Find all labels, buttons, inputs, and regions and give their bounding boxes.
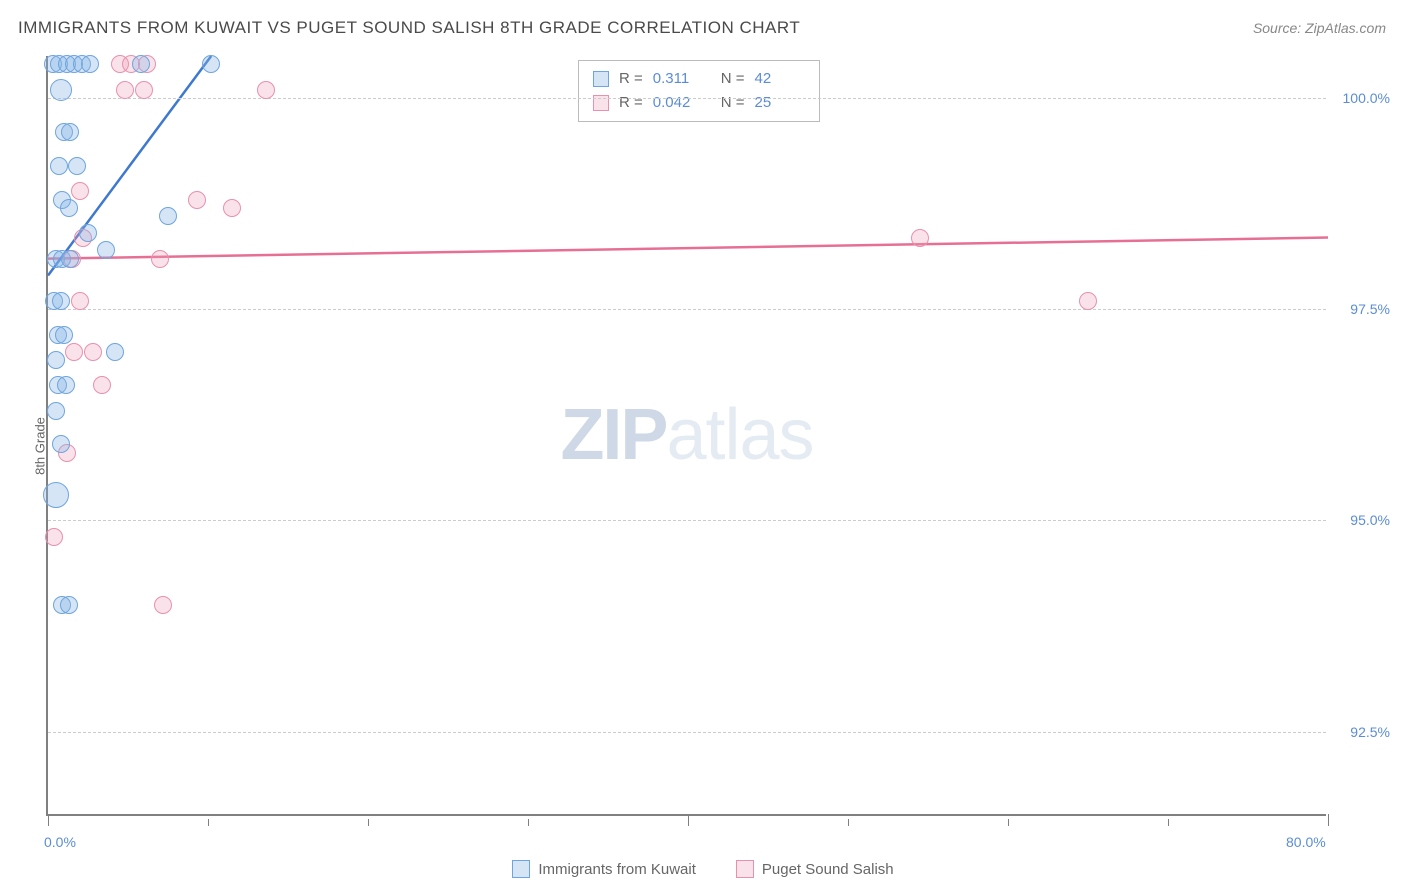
data-point	[188, 191, 206, 209]
data-point	[223, 199, 241, 217]
legend-series: Immigrants from Kuwait Puget Sound Salish	[0, 860, 1406, 878]
gridline	[48, 520, 1326, 521]
r-value: 0.311	[653, 67, 703, 91]
y-tick-label: 97.5%	[1350, 301, 1390, 317]
r-label: R =	[619, 67, 643, 91]
data-point	[50, 157, 68, 175]
data-point	[71, 182, 89, 200]
data-point	[52, 292, 70, 310]
x-tick	[528, 819, 529, 826]
data-point	[97, 241, 115, 259]
x-tick	[1328, 814, 1329, 826]
data-point	[47, 351, 65, 369]
x-tick	[1168, 819, 1169, 826]
data-point	[50, 79, 72, 101]
data-point	[84, 343, 102, 361]
n-label: N =	[721, 91, 745, 115]
x-tick	[48, 814, 49, 826]
data-point	[135, 81, 153, 99]
data-point	[93, 376, 111, 394]
data-point	[132, 55, 150, 73]
x-tick	[1008, 819, 1009, 826]
legend-swatch	[736, 860, 754, 878]
legend-label: Puget Sound Salish	[762, 861, 894, 878]
data-point	[43, 482, 69, 508]
r-value: 0.042	[653, 91, 703, 115]
data-point	[60, 199, 78, 217]
r-label: R =	[619, 91, 643, 115]
data-point	[154, 596, 172, 614]
chart-title: IMMIGRANTS FROM KUWAIT VS PUGET SOUND SA…	[18, 18, 800, 38]
n-value: 25	[755, 91, 805, 115]
data-point	[159, 207, 177, 225]
data-point	[57, 376, 75, 394]
source-label: Source: ZipAtlas.com	[1253, 20, 1386, 36]
gridline	[48, 98, 1326, 99]
data-point	[47, 402, 65, 420]
x-tick-label: 80.0%	[1286, 834, 1326, 850]
gridline	[48, 732, 1326, 733]
data-point	[911, 229, 929, 247]
data-point	[45, 528, 63, 546]
data-point	[60, 596, 78, 614]
legend-item: Puget Sound Salish	[736, 860, 894, 878]
data-point	[151, 250, 169, 268]
legend-row: R = 0.311 N = 42	[593, 67, 805, 91]
data-point	[202, 55, 220, 73]
legend-row: R = 0.042 N = 25	[593, 91, 805, 115]
trend-lines	[48, 56, 1328, 816]
data-point	[52, 435, 70, 453]
legend-label: Immigrants from Kuwait	[538, 861, 696, 878]
data-point	[61, 123, 79, 141]
n-label: N =	[721, 67, 745, 91]
data-point	[55, 326, 73, 344]
data-point	[71, 292, 89, 310]
y-tick-label: 95.0%	[1350, 512, 1390, 528]
legend-swatch	[593, 71, 609, 87]
x-tick	[688, 814, 689, 826]
y-tick-label: 92.5%	[1350, 724, 1390, 740]
data-point	[106, 343, 124, 361]
gridline	[48, 309, 1326, 310]
legend-swatch	[512, 860, 530, 878]
data-point	[116, 81, 134, 99]
x-tick-label: 0.0%	[44, 834, 76, 850]
y-tick-label: 100.0%	[1343, 90, 1390, 106]
data-point	[257, 81, 275, 99]
x-tick	[848, 819, 849, 826]
data-point	[68, 157, 86, 175]
data-point	[81, 55, 99, 73]
n-value: 42	[755, 67, 805, 91]
data-point	[65, 343, 83, 361]
x-tick	[368, 819, 369, 826]
data-point	[79, 224, 97, 242]
plot-area: ZIPatlas R =0.311N =42R =0.042N =25	[46, 56, 1326, 816]
legend-item: Immigrants from Kuwait	[512, 860, 696, 878]
data-point	[61, 250, 79, 268]
legend-correlation: R = 0.311 N = 42 R = 0.042 N = 25	[578, 60, 820, 122]
x-tick	[208, 819, 209, 826]
data-point	[1079, 292, 1097, 310]
